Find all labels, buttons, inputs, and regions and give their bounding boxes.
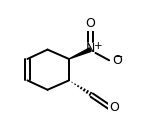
Text: O: O — [85, 17, 95, 30]
Text: N: N — [86, 42, 95, 55]
Text: −: − — [114, 52, 123, 62]
Text: O: O — [109, 101, 119, 114]
Text: O: O — [113, 54, 122, 67]
Polygon shape — [69, 48, 91, 59]
Text: +: + — [93, 41, 102, 51]
